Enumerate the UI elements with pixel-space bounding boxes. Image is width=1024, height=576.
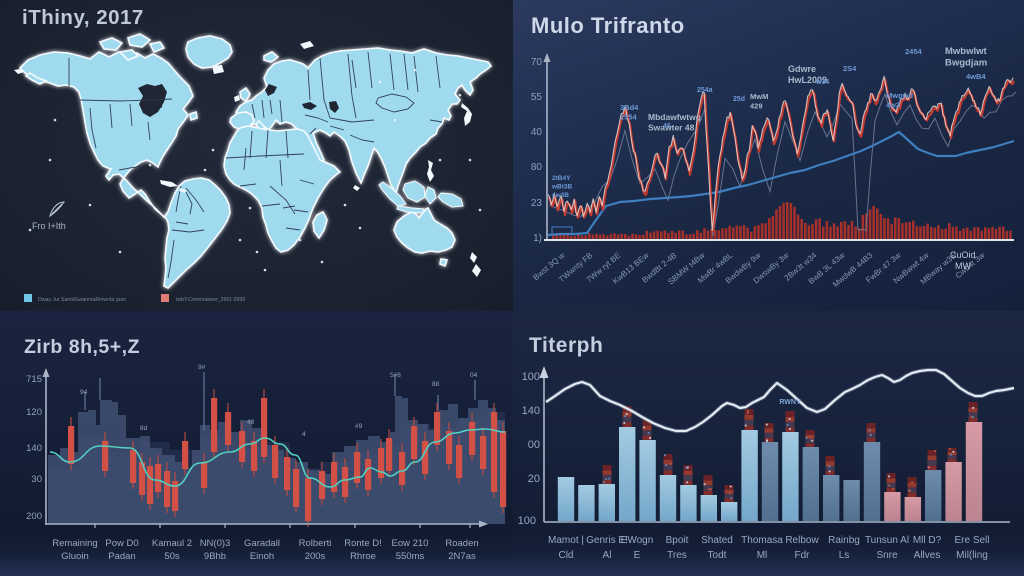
svg-text:Einoh: Einoh bbox=[250, 551, 274, 562]
svg-text:Bpoit: Bpoit bbox=[666, 535, 689, 546]
svg-text:4wB4: 4wB4 bbox=[966, 72, 986, 81]
svg-text:2554: 2554 bbox=[620, 113, 638, 122]
svg-text:Mamot |: Mamot | bbox=[548, 535, 584, 546]
svg-text:120: 120 bbox=[26, 407, 42, 418]
svg-text:100: 100 bbox=[518, 515, 536, 527]
svg-text:Rolberti: Rolberti bbox=[299, 538, 332, 549]
svg-text:20: 20 bbox=[528, 473, 540, 485]
svg-text:Ls: Ls bbox=[839, 550, 850, 561]
svg-text:94: 94 bbox=[80, 389, 88, 396]
svg-text:Ml: Ml bbox=[757, 550, 768, 561]
svg-text:Garadall: Garadall bbox=[244, 538, 280, 549]
svg-text:48: 48 bbox=[247, 419, 255, 426]
svg-text:Fro I+Ith: Fro I+Ith bbox=[32, 221, 66, 231]
svg-text:254a: 254a bbox=[697, 87, 713, 94]
svg-text:w34: w34 bbox=[815, 79, 829, 86]
svg-text:Padan: Padan bbox=[108, 551, 135, 562]
svg-text:Allves: Allves bbox=[914, 550, 941, 561]
svg-text:Genris E!: Genris E! bbox=[586, 535, 628, 546]
svg-text:140: 140 bbox=[26, 443, 42, 454]
svg-text:8d: 8d bbox=[140, 425, 148, 432]
svg-text:140: 140 bbox=[522, 405, 540, 417]
svg-text:Mwgwd: Mwgwd bbox=[886, 91, 913, 100]
svg-text:Al: Al bbox=[603, 550, 612, 561]
svg-text:Remaining: Remaining bbox=[52, 538, 97, 549]
svg-text:46: 46 bbox=[663, 123, 671, 130]
svg-text:E: E bbox=[634, 550, 641, 561]
svg-text:Shated: Shated bbox=[701, 535, 733, 546]
svg-text:Fdr: Fdr bbox=[795, 550, 811, 561]
svg-text:4w3B: 4w3B bbox=[552, 192, 569, 199]
svg-text:EWogn: EWogn bbox=[621, 535, 654, 546]
svg-text:9Bhb: 9Bhb bbox=[204, 551, 226, 562]
svg-text:00: 00 bbox=[528, 439, 540, 451]
svg-text:Dway Jur SamdGwanmaRmwnta gum: Dway Jur SamdGwanmaRmwnta gum bbox=[38, 297, 126, 303]
svg-text:2454: 2454 bbox=[905, 47, 923, 56]
svg-text:88: 88 bbox=[432, 381, 440, 388]
svg-text:Ronte D!: Ronte D! bbox=[344, 538, 382, 549]
svg-text:9#: 9# bbox=[198, 364, 206, 371]
svg-text:Snre: Snre bbox=[876, 550, 898, 561]
svg-text:Mll D?: Mll D? bbox=[913, 535, 942, 546]
svg-text:30: 30 bbox=[31, 474, 42, 485]
svg-text:80: 80 bbox=[531, 162, 543, 173]
svg-text:550ms: 550ms bbox=[396, 551, 425, 562]
svg-text:100: 100 bbox=[522, 371, 540, 383]
svg-text:200: 200 bbox=[26, 511, 42, 522]
svg-text:Cld: Cld bbox=[558, 550, 573, 561]
svg-text:Eow 210: Eow 210 bbox=[392, 538, 429, 549]
svg-text:Rainbg: Rainbg bbox=[828, 535, 860, 546]
svg-text:Tunsun Al: Tunsun Al bbox=[865, 535, 909, 546]
svg-text:NN(0)3: NN(0)3 bbox=[200, 538, 231, 549]
svg-text:RWNY: RWNY bbox=[779, 399, 801, 406]
svg-text:CuOid: CuOid bbox=[950, 250, 976, 260]
svg-text:MW: MW bbox=[955, 261, 971, 271]
svg-text:Pow D0: Pow D0 bbox=[105, 538, 138, 549]
svg-text:MwM: MwM bbox=[750, 92, 768, 101]
svg-text:4: 4 bbox=[302, 431, 306, 438]
svg-text:Relbow: Relbow bbox=[785, 535, 819, 546]
svg-text:2N7as: 2N7as bbox=[448, 551, 476, 562]
svg-text:Mil(ling: Mil(ling bbox=[956, 550, 988, 561]
svg-text:Mbdawfwtwg: Mbdawfwtwg bbox=[648, 112, 701, 122]
svg-text:3Bd4: 3Bd4 bbox=[620, 103, 639, 112]
svg-text:Gdwre: Gdwre bbox=[788, 64, 816, 74]
svg-text:70: 70 bbox=[531, 57, 543, 68]
svg-text:Swawter 48: Swawter 48 bbox=[648, 123, 695, 133]
svg-text:25d: 25d bbox=[733, 96, 745, 103]
svg-text:Roaden: Roaden bbox=[445, 538, 478, 549]
svg-text:Kamaul 2: Kamaul 2 bbox=[152, 538, 192, 549]
svg-text:HwL2009: HwL2009 bbox=[788, 75, 827, 85]
svg-text:5#8: 5#8 bbox=[390, 372, 401, 379]
svg-text:200s: 200s bbox=[305, 551, 326, 562]
svg-text:1): 1) bbox=[533, 233, 542, 244]
svg-text:4w3: 4w3 bbox=[886, 101, 900, 110]
svg-text:50s: 50s bbox=[164, 551, 180, 562]
svg-text:04: 04 bbox=[470, 372, 478, 379]
svg-text:Mwbwlwt: Mwbwlwt bbox=[945, 46, 988, 57]
svg-text:2S4: 2S4 bbox=[843, 64, 857, 73]
svg-text:Gluoin: Gluoin bbox=[61, 551, 88, 562]
svg-text:twbY.Cwmmalwwr_2661 0999: twbY.Cwmmalwwr_2661 0999 bbox=[176, 297, 245, 303]
svg-text:715: 715 bbox=[26, 374, 42, 385]
svg-text:#9: #9 bbox=[355, 423, 363, 430]
svg-text:55: 55 bbox=[531, 92, 543, 103]
svg-text:Todt: Todt bbox=[708, 550, 727, 561]
svg-text:Tres: Tres bbox=[667, 550, 687, 561]
svg-text:Rhroe: Rhroe bbox=[350, 551, 376, 562]
svg-text:40: 40 bbox=[531, 127, 543, 138]
svg-text:429: 429 bbox=[750, 102, 763, 111]
svg-text:2tB4Y: 2tB4Y bbox=[552, 175, 571, 182]
svg-text:23: 23 bbox=[531, 198, 543, 209]
svg-text:Thomasa: Thomasa bbox=[741, 535, 783, 546]
svg-text:wBt3B: wBt3B bbox=[551, 184, 573, 191]
svg-text:Ere Sell: Ere Sell bbox=[954, 535, 989, 546]
svg-text:Bwgdjam: Bwgdjam bbox=[945, 58, 987, 69]
